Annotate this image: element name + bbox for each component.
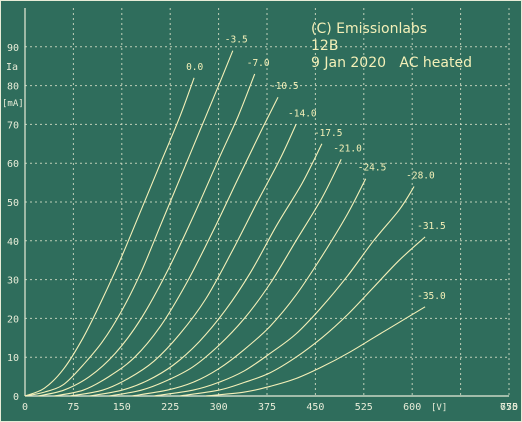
curve-label: -10.5 <box>270 81 299 92</box>
curve-vg-neg7_0 <box>37 73 256 397</box>
y-tick-label: 10 <box>7 353 19 364</box>
tube-type-annotation: 12B <box>311 38 338 54</box>
x-tick-label: 450 <box>306 402 324 413</box>
y-tick-label: 40 <box>7 237 19 248</box>
x-tick-label: 300 <box>210 402 228 413</box>
curve-label: -21.0 <box>333 143 362 154</box>
curve-label: -7.0 <box>247 58 270 69</box>
x-tick-label: 75 <box>67 402 79 413</box>
curve-label-layer: 0.0 -3.5 -7.0 -10.5 -14.0 -17.5 -21.0 -24.5 -28.… <box>186 35 446 302</box>
curve-label: -24.5 <box>358 163 387 174</box>
x-tick-label: 0 <box>22 402 28 413</box>
x-tick-label: 600 <box>403 402 421 413</box>
curve-label: -28.0 <box>406 170 435 181</box>
curve-vg-neg31_5 <box>179 236 426 397</box>
x-tick-label: 525 <box>355 402 373 413</box>
curve-layer <box>24 50 426 397</box>
curve-vg-neg28_0 <box>154 186 415 397</box>
curve-label: -3.5 <box>225 35 248 46</box>
y-tick-label: 80 <box>7 82 19 93</box>
y-tick-label: 70 <box>7 120 19 131</box>
curve-vg-neg10_5 <box>53 96 279 397</box>
y-tick-label: 30 <box>7 276 19 287</box>
curve-vg-0_0 <box>24 77 195 397</box>
x-tick-label: 375 <box>258 402 276 413</box>
copyright-annotation: (C) Emissionlabs <box>311 21 427 37</box>
curve-vg-neg35_0 <box>205 306 426 397</box>
x-tick-label: 675 <box>500 402 518 413</box>
x-axis-unit: [V] <box>431 403 447 413</box>
curve-vg-neg3_5 <box>24 50 234 397</box>
curve-vg-neg21_0 <box>108 159 342 397</box>
curve-label: 0.0 <box>186 62 203 73</box>
x-tick-label: 225 <box>161 402 179 413</box>
date-annotation: 9 Jan 2020 AC heated <box>311 55 472 71</box>
y-tick-label: 90 <box>7 43 19 54</box>
curve-vg-neg14_0 <box>70 124 297 397</box>
curve-label: -14.0 <box>288 108 317 119</box>
y-tick-label: 20 <box>7 314 19 325</box>
grid-layer <box>25 8 510 396</box>
y-axis-unit: [mA] <box>2 99 24 109</box>
curve-label: -17.5 <box>314 128 343 139</box>
x-tick-label: 150 <box>113 402 131 413</box>
curve-label: -31.5 <box>417 221 446 232</box>
x-tick-label: 750 <box>500 402 518 413</box>
curve-vg-neg24_5 <box>131 178 367 397</box>
y-axis-label: Ia <box>6 62 18 73</box>
curve-label: -35.0 <box>417 291 446 302</box>
y-tick-label: 50 <box>7 198 19 209</box>
y-tick-label: 0 <box>13 392 19 403</box>
y-tick-label: 60 <box>7 159 19 170</box>
curve-vg-neg17_5 <box>89 143 323 397</box>
